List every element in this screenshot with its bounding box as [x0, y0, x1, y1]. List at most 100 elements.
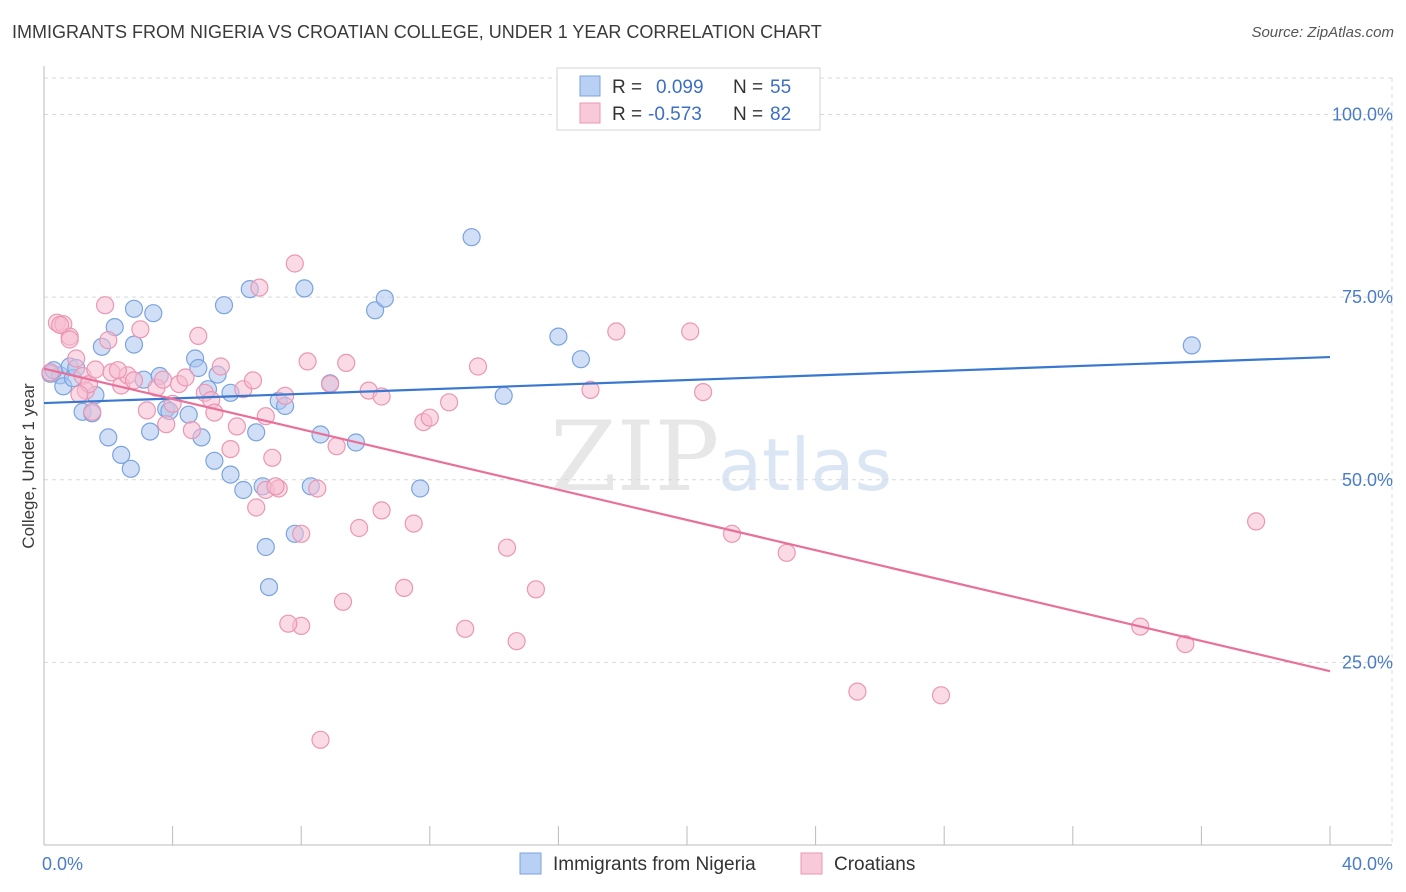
- x-tick-labels: 0.0% 40.0%: [42, 854, 1393, 874]
- nigeria-point-44: [112, 445, 131, 464]
- y-tick-label-100: 100.0%: [1332, 105, 1393, 125]
- croatians-point-70: [70, 385, 89, 404]
- y-tick-label-25: 25.0%: [1342, 652, 1393, 672]
- source-credit: Source: ZipAtlas.com: [1251, 24, 1394, 41]
- croatians-point-44: [350, 518, 369, 538]
- nigeria-point-54: [189, 358, 208, 378]
- croatians-point-41: [321, 375, 340, 394]
- nigeria-point-41: [1182, 336, 1201, 355]
- nigeria-point-9: [99, 428, 118, 447]
- croatians-point-39: [298, 352, 317, 371]
- croatians-point-10: [95, 296, 115, 315]
- nigeria-point-51: [256, 537, 275, 557]
- bottom-legend-swatch-croatians: [800, 852, 823, 875]
- series-croatians-points: [41, 254, 1266, 749]
- legend-n-label-1: N =: [733, 77, 763, 98]
- croatians-point-38: [292, 524, 311, 543]
- nigeria-point-49: [234, 480, 253, 500]
- croatians-point-11: [99, 331, 118, 350]
- nigeria-point-35: [375, 289, 394, 308]
- nigeria-point-46: [141, 422, 160, 441]
- y-tick-labels: 25.0% 50.0% 75.0% 100.0%: [1332, 105, 1393, 673]
- croatians-point-15: [124, 371, 144, 390]
- croatians-point-19: [157, 415, 176, 434]
- croatians-point-27: [211, 357, 230, 376]
- croatians-point-62: [777, 543, 796, 562]
- trend-lines: [43, 355, 1331, 673]
- croatians-point-16: [131, 320, 150, 339]
- croatians-point-71: [108, 361, 128, 380]
- croatians-point-63: [848, 682, 867, 701]
- croatians-point-58: [607, 322, 626, 341]
- nigeria-point-50: [259, 577, 279, 597]
- nigeria-point-12: [124, 335, 144, 354]
- croatians-point-22: [176, 368, 195, 387]
- y-axis-title: College, Under 1 year: [19, 383, 38, 549]
- croatians-point-68: [50, 315, 70, 334]
- bottom-legend-swatch-nigeria: [519, 852, 542, 875]
- nigeria-point-37: [462, 228, 481, 247]
- y-tick-label-75: 75.0%: [1342, 287, 1393, 307]
- bottom-legend-label-nigeria: Immigrants from Nigeria: [553, 854, 756, 875]
- croatians-point-54: [497, 538, 517, 557]
- croatians-point-78: [333, 592, 353, 611]
- nigeria-point-36: [411, 479, 430, 498]
- croatians-point-42: [327, 437, 346, 456]
- bottom-legend: Immigrants from Nigeria Croatians: [519, 852, 915, 875]
- legend: R = 0.099 N = 55 R = -0.573 N = 82: [556, 67, 821, 131]
- watermark-atlas: atlas: [718, 423, 892, 507]
- x-tick-label-min: 0.0%: [42, 854, 83, 874]
- nigeria-point-30: [295, 279, 314, 298]
- croatians-point-23: [182, 421, 201, 440]
- croatians-point-4: [67, 349, 86, 368]
- legend-r-value-2: -0.573: [648, 104, 702, 125]
- axes: [43, 66, 1392, 846]
- croatians-point-8: [83, 402, 102, 421]
- x-tick-label-max: 40.0%: [1342, 854, 1393, 874]
- croatians-point-56: [526, 580, 546, 599]
- nigeria-point-18: [179, 405, 198, 424]
- croatians-point-75: [266, 477, 285, 496]
- croatians-point-77: [311, 730, 330, 749]
- croatians-point-72: [153, 370, 173, 389]
- nigeria-point-34: [366, 301, 385, 320]
- trend-line-croatians: [43, 367, 1331, 673]
- croatians-point-66: [1176, 634, 1195, 654]
- bottom-legend-label-croatians: Croatians: [834, 854, 915, 875]
- croatians-point-28: [221, 440, 240, 459]
- legend-r-label-1: R =: [612, 77, 642, 98]
- chart-title: IMMIGRANTS FROM NIGERIA VS CROATIAN COLL…: [12, 22, 822, 42]
- croatians-point-47: [395, 578, 414, 598]
- croatians-point-55: [507, 632, 526, 651]
- croatians-point-31: [243, 371, 263, 390]
- croatians-point-24: [189, 326, 208, 345]
- croatians-point-61: [722, 524, 742, 543]
- croatians-point-79: [247, 498, 266, 517]
- nigeria-point-11: [124, 299, 144, 318]
- legend-swatch-blue: [579, 75, 601, 97]
- croatians-point-60: [693, 383, 713, 402]
- croatians-point-46: [372, 387, 391, 406]
- legend-r-label-2: R =: [612, 104, 642, 125]
- croatians-point-59: [681, 322, 700, 341]
- legend-n-value-1: 55: [770, 77, 791, 98]
- croatians-point-36: [276, 386, 295, 405]
- legend-n-value-2: 82: [770, 104, 791, 125]
- croatians-point-32: [250, 278, 269, 297]
- croatians-point-81: [372, 501, 391, 520]
- croatians-point-50: [420, 408, 439, 427]
- watermark-zip: ZIP: [550, 401, 719, 513]
- croatians-point-48: [404, 514, 423, 533]
- croatians-point-17: [137, 401, 156, 420]
- croatians-point-9: [86, 360, 105, 379]
- croatians-point-37: [285, 254, 304, 273]
- croatians-point-64: [931, 686, 951, 705]
- croatians-point-40: [308, 479, 327, 498]
- trend-line-nigeria: [43, 355, 1331, 405]
- nigeria-point-23: [214, 296, 234, 315]
- legend-n-label-2: N =: [733, 104, 763, 125]
- croatians-point-29: [227, 417, 246, 436]
- nigeria-point-26: [247, 423, 266, 442]
- croatians-point-67: [1246, 512, 1266, 531]
- croatians-point-52: [456, 619, 475, 638]
